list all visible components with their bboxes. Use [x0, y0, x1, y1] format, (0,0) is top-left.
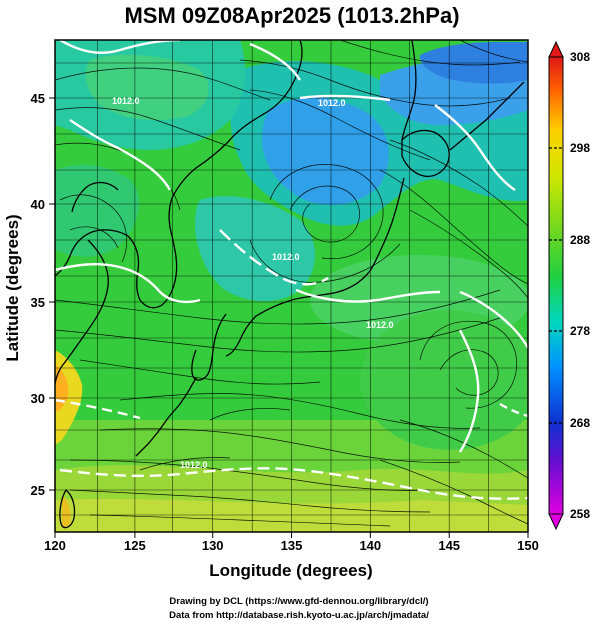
- y-tick-label: 30: [31, 391, 45, 406]
- y-tick-label: 40: [31, 197, 45, 212]
- y-axis-label: Latitude (degrees): [3, 214, 22, 361]
- contour-label: 1012.0: [318, 98, 346, 108]
- colorbar-tick-label: 268: [570, 416, 590, 430]
- colorbar-tick-label: 298: [570, 141, 590, 155]
- contour-label: 1012.0: [366, 320, 394, 330]
- temperature-field: 1012.0 1012.0 1012.0 1012.0 1012.0: [55, 40, 528, 532]
- contour-label: 1012.0: [180, 460, 208, 470]
- y-tick-labels: 25 30 35 40 45: [31, 91, 45, 498]
- x-axis-label: Longitude (degrees): [209, 561, 372, 580]
- colorbar-tick-label: 288: [570, 233, 590, 247]
- map-title: MSM 09Z08Apr2025 (1013.2hPa): [124, 3, 459, 28]
- wind-streamlines: [55, 40, 528, 527]
- x-tick-label: 140: [359, 538, 381, 553]
- credit-drawing: Drawing by DCL (https://www.gfd-dennou.o…: [169, 596, 428, 607]
- y-tick-label: 35: [31, 295, 45, 310]
- map-grid: [55, 40, 528, 532]
- credit-data-source: Data from http://database.rish.kyoto-u.a…: [169, 610, 429, 621]
- colorbar-top-triangle: [548, 40, 564, 58]
- y-tick-label: 25: [31, 483, 45, 498]
- colorbar-tick-label: 278: [570, 324, 590, 338]
- axis-tick-marks: [49, 97, 529, 538]
- x-tick-label: 135: [281, 538, 303, 553]
- colorbar-gradient: [548, 56, 564, 515]
- y-tick-label: 45: [31, 91, 45, 106]
- colorbar-tick-label: 308: [570, 50, 590, 64]
- x-tick-labels: 120 125 130 135 140 145 150: [44, 538, 539, 553]
- x-tick-label: 145: [438, 538, 460, 553]
- colorbar-tick-label: 258: [570, 507, 590, 521]
- isobar-contours: [55, 40, 528, 500]
- x-tick-label: 150: [517, 538, 539, 553]
- x-tick-label: 120: [44, 538, 66, 553]
- contour-label: 1012.0: [112, 96, 140, 106]
- contour-label: 1012.0: [272, 252, 300, 262]
- colorbar: 308 298 288 278 268 258: [548, 40, 590, 531]
- x-tick-label: 130: [202, 538, 224, 553]
- colorbar-bottom-triangle: [548, 513, 564, 531]
- x-tick-label: 125: [124, 538, 146, 553]
